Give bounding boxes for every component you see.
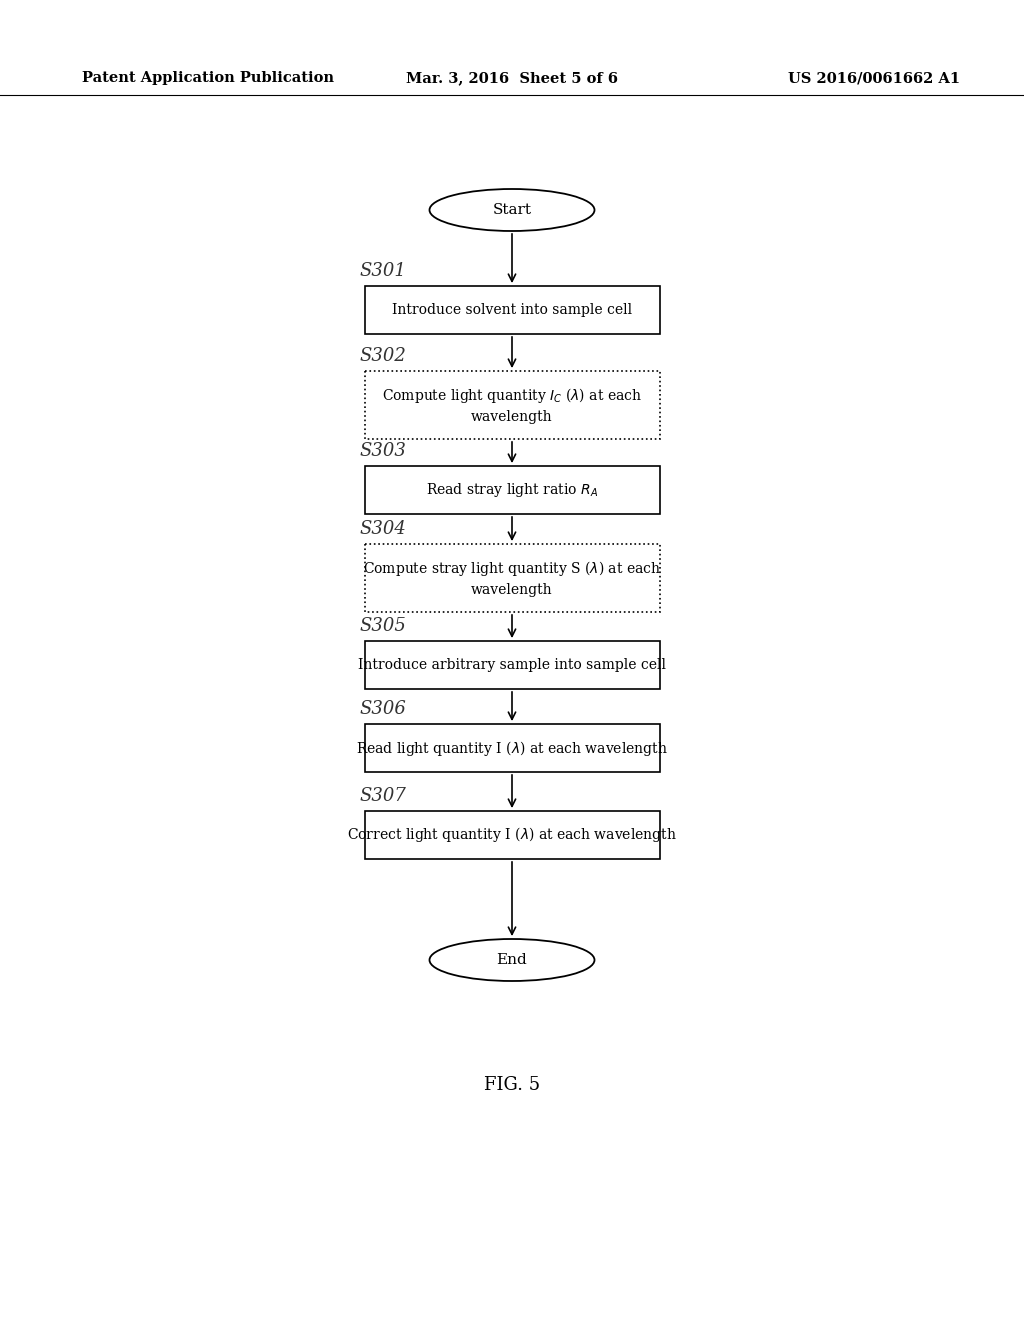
Text: End: End xyxy=(497,953,527,968)
Text: Read stray light ratio $R_A$: Read stray light ratio $R_A$ xyxy=(426,480,598,499)
Text: Patent Application Publication: Patent Application Publication xyxy=(82,71,334,84)
Text: Mar. 3, 2016  Sheet 5 of 6: Mar. 3, 2016 Sheet 5 of 6 xyxy=(406,71,618,84)
Text: Correct light quantity I ($\lambda$) at each wavelength: Correct light quantity I ($\lambda$) at … xyxy=(347,825,677,845)
Bar xyxy=(365,642,659,689)
Text: S303: S303 xyxy=(359,442,407,459)
Text: S307: S307 xyxy=(359,787,407,805)
Text: Start: Start xyxy=(493,203,531,216)
Bar xyxy=(365,723,659,772)
Ellipse shape xyxy=(429,939,595,981)
Text: S304: S304 xyxy=(359,520,407,539)
Bar xyxy=(365,466,659,513)
Bar xyxy=(365,544,659,612)
Ellipse shape xyxy=(429,189,595,231)
Text: US 2016/0061662 A1: US 2016/0061662 A1 xyxy=(787,71,961,84)
Bar xyxy=(365,371,659,440)
Text: FIG. 5: FIG. 5 xyxy=(484,1076,540,1094)
Text: S301: S301 xyxy=(359,261,407,280)
Text: Compute light quantity $I_C$ ($\lambda$) at each
wavelength: Compute light quantity $I_C$ ($\lambda$)… xyxy=(382,387,642,424)
Text: Introduce solvent into sample cell: Introduce solvent into sample cell xyxy=(392,304,632,317)
Text: S305: S305 xyxy=(359,616,407,635)
Bar xyxy=(365,286,659,334)
Text: Read light quantity I ($\lambda$) at each wavelength: Read light quantity I ($\lambda$) at eac… xyxy=(356,738,668,758)
Text: Introduce arbitrary sample into sample cell: Introduce arbitrary sample into sample c… xyxy=(358,657,666,672)
Bar xyxy=(365,810,659,859)
Text: Compute stray light quantity S ($\lambda$) at each
wavelength: Compute stray light quantity S ($\lambda… xyxy=(362,560,662,597)
Text: S306: S306 xyxy=(359,700,407,718)
Text: S302: S302 xyxy=(359,347,407,366)
